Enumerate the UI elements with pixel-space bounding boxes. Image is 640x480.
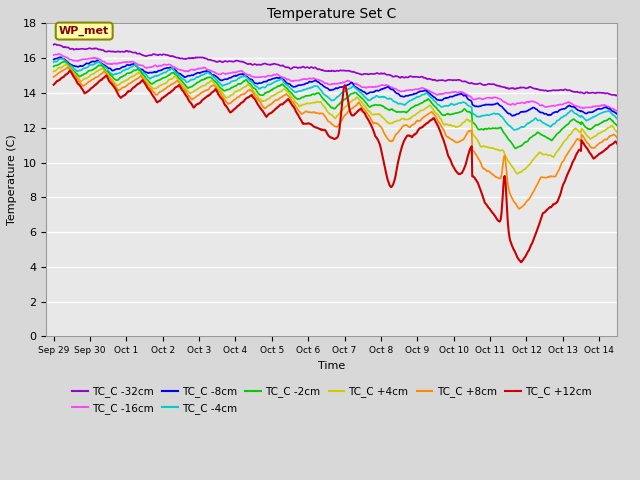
TC_C +8cm bbox=[566, 147, 573, 153]
TC_C +8cm bbox=[504, 183, 512, 189]
TC_C +4cm bbox=[514, 171, 522, 177]
TC_C +8cm bbox=[114, 87, 122, 93]
Line: TC_C +4cm: TC_C +4cm bbox=[54, 64, 636, 174]
Line: TC_C +12cm: TC_C +12cm bbox=[54, 71, 636, 262]
TC_C -8cm bbox=[50, 57, 58, 62]
TC_C -2cm bbox=[50, 64, 58, 70]
TC_C -32cm bbox=[404, 74, 412, 80]
Y-axis label: Temperature (C): Temperature (C) bbox=[7, 134, 17, 225]
Line: TC_C -8cm: TC_C -8cm bbox=[54, 57, 636, 117]
TC_C -8cm bbox=[141, 69, 148, 74]
TC_C -16cm bbox=[504, 101, 512, 107]
TC_C +8cm bbox=[50, 74, 58, 80]
TC_C -8cm bbox=[632, 110, 639, 116]
TC_C +4cm bbox=[50, 69, 58, 74]
TC_C +4cm bbox=[63, 61, 70, 67]
TC_C -8cm bbox=[56, 54, 64, 60]
TC_C +4cm bbox=[566, 132, 573, 138]
TC_C -16cm bbox=[55, 51, 63, 57]
TC_C +12cm bbox=[141, 80, 148, 86]
TC_C -32cm bbox=[114, 48, 122, 54]
TC_C +4cm bbox=[114, 83, 122, 88]
TC_C +12cm bbox=[114, 91, 122, 96]
TC_C -2cm bbox=[114, 77, 122, 83]
Line: TC_C -2cm: TC_C -2cm bbox=[54, 61, 636, 148]
TC_C +8cm bbox=[566, 148, 573, 154]
TC_C +12cm bbox=[518, 259, 525, 265]
TC_C -16cm bbox=[404, 87, 412, 93]
TC_C +4cm bbox=[566, 132, 573, 138]
TC_C -2cm bbox=[512, 145, 520, 151]
TC_C -16cm bbox=[50, 52, 58, 58]
TC_C -2cm bbox=[566, 119, 573, 125]
TC_C -16cm bbox=[566, 99, 573, 105]
TC_C -4cm bbox=[50, 60, 58, 65]
TC_C -4cm bbox=[58, 56, 66, 61]
TC_C -32cm bbox=[504, 86, 512, 92]
TC_C -8cm bbox=[504, 110, 512, 116]
TC_C -4cm bbox=[114, 71, 122, 76]
TC_C -4cm bbox=[141, 71, 148, 76]
TC_C -32cm bbox=[632, 93, 639, 99]
Line: TC_C -4cm: TC_C -4cm bbox=[54, 59, 636, 130]
TC_C -32cm bbox=[50, 42, 58, 48]
TC_C -32cm bbox=[141, 53, 148, 59]
TC_C +12cm bbox=[632, 156, 639, 162]
TC_C +12cm bbox=[404, 132, 412, 138]
TC_C -2cm bbox=[60, 59, 68, 64]
TC_C +12cm bbox=[566, 168, 573, 173]
TC_C -2cm bbox=[566, 120, 573, 126]
TC_C -16cm bbox=[141, 64, 148, 70]
TC_C +4cm bbox=[504, 158, 512, 164]
Legend: TC_C -32cm, TC_C -16cm, TC_C -8cm, TC_C -4cm, TC_C -2cm, TC_C +4cm, TC_C +8cm, T: TC_C -32cm, TC_C -16cm, TC_C -8cm, TC_C … bbox=[68, 383, 596, 418]
TC_C +12cm bbox=[504, 224, 512, 229]
TC_C -4cm bbox=[504, 122, 512, 128]
TC_C -4cm bbox=[566, 108, 573, 114]
TC_C -4cm bbox=[632, 115, 639, 121]
Line: TC_C -32cm: TC_C -32cm bbox=[54, 44, 636, 96]
TC_C -32cm bbox=[51, 41, 58, 47]
TC_C -16cm bbox=[114, 61, 122, 67]
TC_C +12cm bbox=[50, 82, 58, 87]
TC_C -2cm bbox=[632, 125, 639, 131]
TC_C +8cm bbox=[65, 64, 72, 70]
Text: WP_met: WP_met bbox=[59, 26, 109, 36]
TC_C -16cm bbox=[565, 99, 573, 105]
TC_C +8cm bbox=[515, 206, 523, 212]
TC_C -4cm bbox=[404, 99, 412, 105]
TC_C +4cm bbox=[141, 76, 148, 82]
TC_C -4cm bbox=[566, 109, 573, 115]
TC_C -8cm bbox=[404, 93, 412, 98]
TC_C -8cm bbox=[617, 114, 625, 120]
TC_C +12cm bbox=[566, 167, 573, 172]
TC_C -2cm bbox=[141, 73, 148, 79]
Title: Temperature Set C: Temperature Set C bbox=[267, 7, 397, 21]
Line: TC_C -16cm: TC_C -16cm bbox=[54, 54, 636, 111]
TC_C +8cm bbox=[632, 145, 639, 151]
TC_C -8cm bbox=[565, 103, 573, 108]
TC_C -16cm bbox=[632, 106, 639, 112]
TC_C -8cm bbox=[114, 66, 122, 72]
TC_C -2cm bbox=[504, 136, 512, 142]
TC_C -32cm bbox=[566, 87, 573, 93]
TC_C +8cm bbox=[141, 78, 148, 84]
TC_C +8cm bbox=[404, 123, 412, 129]
TC_C +12cm bbox=[66, 68, 74, 73]
TC_C +4cm bbox=[404, 117, 412, 122]
TC_C -4cm bbox=[511, 127, 518, 133]
TC_C -2cm bbox=[404, 108, 412, 114]
TC_C -8cm bbox=[566, 103, 573, 108]
TC_C -32cm bbox=[565, 87, 573, 93]
TC_C +4cm bbox=[632, 134, 639, 140]
Line: TC_C +8cm: TC_C +8cm bbox=[54, 67, 636, 209]
X-axis label: Time: Time bbox=[318, 361, 346, 371]
TC_C -32cm bbox=[621, 94, 628, 99]
TC_C -16cm bbox=[621, 108, 628, 114]
